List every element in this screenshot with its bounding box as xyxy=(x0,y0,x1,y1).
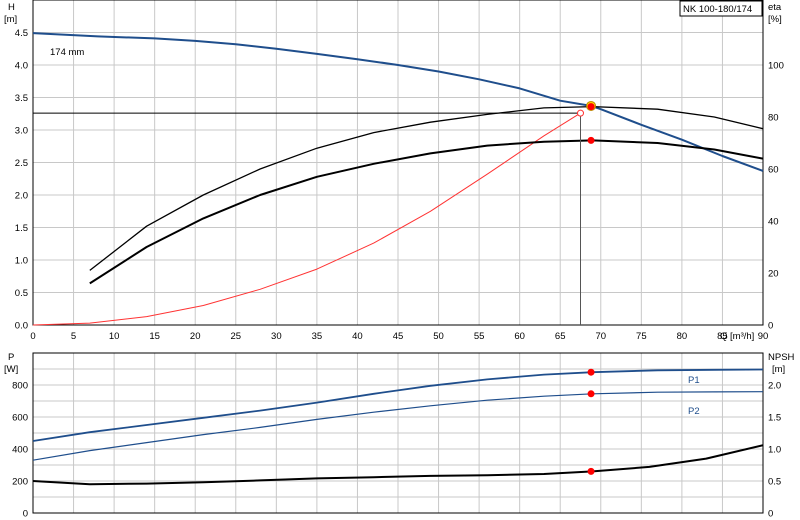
eta-axis-title: eta xyxy=(768,2,782,13)
p2-duty-marker xyxy=(587,390,595,398)
flow-tick-label: 85 xyxy=(717,331,728,342)
power-axis-title: P xyxy=(8,352,14,363)
eta-axis-unit: [%] xyxy=(768,14,782,25)
head-tick-label: 2.0 xyxy=(15,191,28,202)
total-efficiency-duty-marker xyxy=(587,136,595,144)
flow-tick-label: 25 xyxy=(230,331,241,342)
head-tick-label: 1.0 xyxy=(15,256,28,267)
head-tick-label: 3.5 xyxy=(15,93,28,104)
power-tick-label: 800 xyxy=(12,381,28,392)
flow-tick-label: 35 xyxy=(312,331,323,342)
impeller-label: 174 mm xyxy=(50,47,84,58)
power-npsh-panel: 0 200 400 600 800 0 0.5 1.0 1.5 2.0 P [W] NPSH [m… xyxy=(4,352,795,520)
flow-tick-label: 20 xyxy=(190,331,201,342)
flow-tick-label: 0 xyxy=(30,331,35,342)
head-tick-label: 0.5 xyxy=(15,288,28,299)
power-tick-label: 600 xyxy=(12,413,28,424)
flow-tick-label: 40 xyxy=(352,331,363,342)
flow-tick-label: 30 xyxy=(271,331,282,342)
npsh-axis-unit: [m] xyxy=(772,364,785,375)
head-plot-frame xyxy=(32,0,764,326)
power-tick-label: 400 xyxy=(12,445,28,456)
npsh-tick-label: 0.5 xyxy=(768,477,781,488)
eta-tick-label: 0 xyxy=(768,321,773,332)
system-end-marker xyxy=(577,109,584,117)
power-curves xyxy=(32,368,764,486)
eta-tick-label: 80 xyxy=(768,113,779,124)
npsh-tick-label: 0 xyxy=(768,509,773,520)
flow-tick-label: 15 xyxy=(149,331,160,342)
flow-tick-label: 70 xyxy=(595,331,606,342)
pump-efficiency-duty-marker xyxy=(587,103,595,111)
flow-tick-label: 10 xyxy=(109,331,120,342)
power-axis-unit: [W] xyxy=(4,364,18,375)
power-grid xyxy=(33,352,764,513)
eta-tick-label: 100 xyxy=(768,61,784,72)
flow-tick-label: 5 xyxy=(71,331,76,342)
head-tick-label: 4.0 xyxy=(15,61,28,72)
npsh-tick-label: 1.0 xyxy=(768,445,781,456)
head-tick-label: 3.0 xyxy=(15,126,28,137)
eta-tick-label: 40 xyxy=(768,217,779,228)
flow-axis-title: Q [m³/h] xyxy=(720,331,754,342)
flow-tick-label: 75 xyxy=(636,331,647,342)
flow-tick-label: 90 xyxy=(758,331,769,342)
pump-efficiency-curve xyxy=(89,105,764,271)
head-axis-unit: [m] xyxy=(4,14,17,25)
p1-power-curve xyxy=(32,368,764,442)
p2-series-label: P2 xyxy=(688,406,700,417)
head-tick-label: 2.5 xyxy=(15,158,28,169)
npsh-tick-label: 2.0 xyxy=(768,381,781,392)
flow-tick-label: 55 xyxy=(474,331,485,342)
head-tick-label: 0.0 xyxy=(15,321,28,332)
eta-tick-label: 60 xyxy=(768,165,779,176)
flow-tick-label: 50 xyxy=(433,331,444,342)
head-ticks: 0.0 0.5 1.0 1.5 2.0 2.5 3.0 3.5 4.0 4.5 0 20 40 60 80 1… xyxy=(15,28,784,342)
power-tick-label: 0 xyxy=(23,509,28,520)
p1-duty-marker xyxy=(587,368,595,376)
npsh-axis-title: NPSH xyxy=(768,352,795,363)
flow-tick-label: 60 xyxy=(514,331,525,342)
flow-tick-label: 45 xyxy=(393,331,404,342)
npsh-curve xyxy=(32,444,764,486)
p1-series-label: P1 xyxy=(688,375,700,386)
head-curves xyxy=(32,32,764,326)
head-curve xyxy=(32,32,764,172)
head-grid xyxy=(33,0,764,325)
flow-tick-label: 65 xyxy=(555,331,566,342)
eta-tick-label: 20 xyxy=(768,269,779,280)
head-axis-title: H xyxy=(8,2,15,13)
p2-power-curve xyxy=(32,391,764,461)
power-plot-frame xyxy=(32,352,764,514)
head-tick-label: 4.5 xyxy=(15,28,28,39)
model-label-box xyxy=(679,0,763,17)
power-ticks: 0 200 400 600 800 0 0.5 1.0 1.5 2.0 xyxy=(12,381,781,520)
head-tick-label: 1.5 xyxy=(15,223,28,234)
npsh-tick-label: 1.5 xyxy=(768,413,781,424)
model-label: NK 100-180/174 xyxy=(683,4,752,15)
power-tick-label: 200 xyxy=(12,477,28,488)
head-efficiency-panel: 0.0 0.5 1.0 1.5 2.0 2.5 3.0 3.5 4.0 4.5 0 20 40 60 80 1… xyxy=(4,0,784,342)
flow-tick-label: 80 xyxy=(677,331,688,342)
total-efficiency-curve xyxy=(89,139,764,285)
system-curve xyxy=(32,112,581,326)
npsh-duty-marker xyxy=(587,467,595,475)
